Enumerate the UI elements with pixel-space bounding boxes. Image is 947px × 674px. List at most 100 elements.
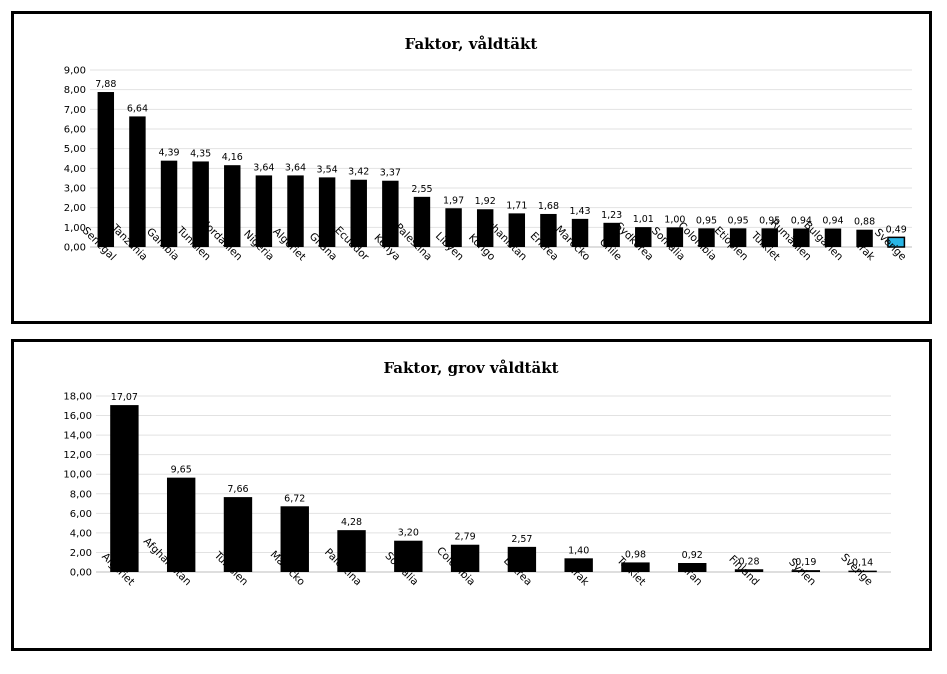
chart-valdtakt: Faktor, våldtäkt 0,00 1,00 2,00 3,00 4,00 5,00…	[64, 35, 912, 264]
data-label: 0,95	[696, 215, 717, 226]
data-label: 2,79	[455, 532, 476, 543]
data-label: 1,71	[506, 200, 527, 211]
data-label: 0,88	[854, 217, 875, 228]
data-label: 0,28	[738, 556, 759, 567]
y-tick-label: 18,00	[63, 392, 92, 403]
bar	[192, 161, 209, 247]
data-label: 1,92	[475, 196, 496, 207]
bar	[255, 175, 273, 247]
bar	[287, 175, 304, 247]
bar	[761, 228, 778, 247]
data-label: 4,28	[341, 517, 362, 528]
bar	[848, 570, 877, 573]
bar	[350, 179, 367, 247]
data-label: 3,20	[398, 528, 419, 539]
data-label: 0,92	[682, 550, 703, 561]
data-label: 1,43	[569, 206, 590, 217]
y-tick-label: 2,00	[70, 548, 92, 559]
bar	[129, 116, 146, 247]
bar	[382, 180, 399, 247]
bar	[678, 563, 707, 572]
y-tick-label: 14,00	[63, 431, 92, 442]
data-label: 0,94	[822, 216, 843, 227]
category-label: Chile	[597, 236, 624, 263]
bar	[824, 228, 842, 247]
y-tick-label: 8,00	[70, 489, 92, 500]
bar	[571, 218, 589, 247]
y-tick-label: 4,00	[64, 164, 86, 175]
data-label: 0,95	[728, 215, 749, 226]
y-tick-label: 4,00	[70, 528, 92, 539]
chart-title: Faktor, våldtäkt	[405, 35, 538, 53]
data-label: 3,54	[317, 164, 338, 175]
y-tick-label: 8,00	[64, 85, 86, 96]
bar	[318, 177, 336, 247]
chart-panel-grov-valdtakt: Faktor, grov våldtäkt 0,00 2,00 4,00 6,00 8,0…	[11, 339, 932, 651]
y-tick-label: 9,00	[64, 66, 86, 77]
bar	[856, 229, 873, 247]
data-label: 0,95	[759, 215, 780, 226]
data-label: 3,37	[380, 168, 401, 179]
bar	[223, 497, 253, 572]
bar	[166, 477, 196, 572]
data-label: 0,94	[791, 216, 812, 227]
data-label: 4,39	[158, 148, 179, 159]
chart-panel-valdtakt: Faktor, våldtäkt 0,00 1,00 2,00 3,00 4,00 5,00…	[11, 11, 932, 324]
data-label: 3,64	[285, 162, 306, 173]
y-tick-label: 6,00	[70, 509, 92, 520]
y-tick-label: 3,00	[64, 184, 86, 195]
chart-grov-valdtakt: Faktor, grov våldtäkt 0,00 2,00 4,00 6,00 8,0…	[63, 359, 891, 589]
data-label: 1,23	[601, 210, 622, 221]
bar	[508, 213, 526, 247]
data-label: 9,65	[171, 465, 192, 476]
data-label: 4,35	[190, 148, 211, 159]
data-label: 0,14	[852, 558, 873, 569]
data-label: 4,16	[222, 152, 243, 163]
chart-title: Faktor, grov våldtäkt	[383, 359, 558, 377]
bar	[97, 92, 115, 247]
bar	[564, 558, 593, 572]
bar	[734, 569, 764, 572]
bar	[224, 165, 241, 247]
y-tick-label: 0,00	[70, 568, 92, 579]
data-label: 7,66	[227, 484, 248, 495]
bar	[621, 562, 650, 572]
data-label: 6,72	[284, 493, 305, 504]
data-label: 1,97	[443, 195, 464, 206]
y-tick-label: 7,00	[64, 105, 86, 116]
y-tick-label: 12,00	[63, 450, 92, 461]
bar	[666, 227, 684, 247]
bar	[793, 228, 810, 247]
bar	[603, 222, 620, 247]
data-label: 6,64	[127, 103, 148, 114]
data-label: 1,68	[538, 201, 559, 212]
bar	[394, 540, 423, 572]
bar	[110, 405, 139, 572]
y-tick-label: 10,00	[63, 470, 92, 481]
bar	[507, 546, 537, 572]
y-tick-label: 16,00	[63, 411, 92, 422]
y-tick-label: 0,00	[64, 243, 86, 254]
data-label: 17,07	[111, 392, 138, 403]
y-tick-label: 2,00	[64, 203, 86, 214]
data-label: 3,64	[253, 162, 274, 173]
bar	[280, 506, 309, 572]
data-label: 2,55	[411, 184, 432, 195]
bar	[450, 544, 480, 572]
data-label: 0,49	[886, 224, 907, 235]
y-tick-label: 5,00	[64, 144, 86, 155]
bar	[413, 196, 431, 247]
bar	[791, 570, 821, 572]
data-label: 0,98	[625, 549, 646, 560]
data-label: 7,88	[95, 79, 116, 90]
bar	[476, 209, 494, 247]
data-label: 2,57	[511, 534, 532, 545]
y-tick-label: 1,00	[64, 223, 86, 234]
bar	[729, 228, 747, 247]
y-tick-label: 6,00	[64, 125, 86, 136]
bar	[540, 213, 557, 247]
data-label: 1,40	[568, 545, 589, 556]
bar	[160, 160, 178, 247]
data-label: 3,42	[348, 167, 369, 178]
data-label: 1,01	[633, 214, 654, 225]
